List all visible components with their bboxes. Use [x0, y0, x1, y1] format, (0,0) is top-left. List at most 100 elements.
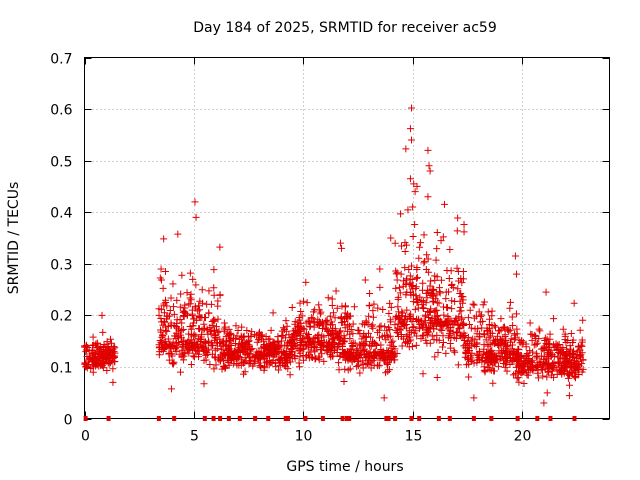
data-point	[343, 312, 351, 320]
data-point	[161, 341, 169, 349]
data-point	[404, 206, 412, 214]
data-point	[432, 320, 440, 328]
data-point	[276, 362, 284, 370]
data-point	[303, 299, 311, 307]
data-point	[332, 329, 340, 337]
data-point	[328, 295, 336, 303]
data-point	[415, 254, 423, 262]
data-point	[85, 357, 93, 365]
data-point	[329, 324, 337, 332]
data-point	[413, 273, 421, 281]
data-point	[402, 291, 410, 299]
data-point	[226, 347, 234, 355]
data-point	[561, 351, 569, 359]
data-point	[282, 317, 290, 325]
data-point	[397, 333, 405, 341]
data-point	[563, 369, 571, 377]
data-point	[434, 319, 442, 327]
data-point	[484, 364, 492, 372]
data-point	[184, 338, 192, 346]
data-point	[433, 245, 441, 253]
data-point	[416, 243, 424, 251]
data-point	[526, 366, 534, 374]
data-point	[111, 344, 119, 352]
data-points	[81, 104, 587, 407]
data-point	[550, 315, 558, 323]
data-point	[467, 354, 475, 362]
data-point	[457, 307, 465, 315]
data-point	[257, 364, 265, 372]
data-point	[442, 288, 450, 296]
data-point	[565, 370, 573, 378]
data-point	[383, 347, 391, 355]
data-point	[188, 331, 196, 339]
data-point	[364, 360, 372, 368]
data-point	[495, 341, 503, 349]
data-point	[220, 319, 228, 327]
data-point	[422, 289, 430, 297]
data-point	[495, 362, 503, 370]
data-point	[475, 347, 483, 355]
data-point	[530, 341, 538, 349]
data-point	[341, 309, 349, 317]
data-point	[454, 320, 462, 328]
data-point	[447, 267, 455, 275]
data-point	[387, 303, 395, 311]
data-point	[209, 342, 217, 350]
data-point	[552, 340, 560, 348]
data-point	[163, 302, 171, 310]
zero-marker	[106, 416, 111, 421]
zero-marker	[572, 416, 577, 421]
data-point	[315, 338, 323, 346]
data-point	[422, 336, 430, 344]
data-point	[324, 294, 332, 302]
data-point	[474, 325, 482, 333]
data-point	[106, 358, 114, 366]
data-point	[269, 309, 277, 317]
data-point	[420, 305, 428, 313]
data-point	[286, 371, 294, 379]
data-point	[489, 379, 497, 387]
data-point	[558, 370, 566, 378]
y-tick-label: 0	[64, 413, 73, 429]
data-point	[374, 328, 382, 336]
data-point	[333, 334, 341, 342]
data-point	[493, 332, 501, 340]
data-point	[543, 373, 551, 381]
data-point	[465, 373, 473, 381]
zero-marker	[345, 416, 349, 421]
zero-marker	[211, 416, 216, 421]
data-point	[571, 373, 579, 381]
data-point	[385, 366, 393, 374]
data-point	[560, 355, 568, 363]
data-point	[480, 298, 488, 306]
data-point	[370, 339, 378, 347]
data-point	[233, 360, 241, 368]
data-point	[316, 319, 324, 327]
data-point	[109, 378, 117, 386]
data-point	[344, 366, 352, 374]
data-point	[409, 282, 417, 290]
data-point	[93, 356, 101, 364]
data-point	[419, 304, 427, 312]
data-point	[420, 231, 428, 239]
data-point	[89, 333, 97, 341]
data-point	[82, 363, 90, 371]
data-point	[392, 267, 400, 275]
data-point	[378, 332, 386, 340]
data-point	[323, 326, 331, 334]
data-point	[456, 303, 464, 311]
zero-marker	[83, 416, 88, 421]
data-point	[374, 361, 382, 369]
data-point	[398, 342, 406, 350]
data-point	[426, 324, 434, 332]
data-point	[485, 352, 493, 360]
data-point	[430, 298, 438, 306]
data-point	[214, 297, 222, 305]
data-point	[264, 335, 272, 343]
data-point	[156, 337, 164, 345]
data-point	[210, 365, 218, 373]
data-point	[397, 270, 405, 278]
data-point	[332, 287, 340, 295]
data-point	[272, 362, 280, 370]
